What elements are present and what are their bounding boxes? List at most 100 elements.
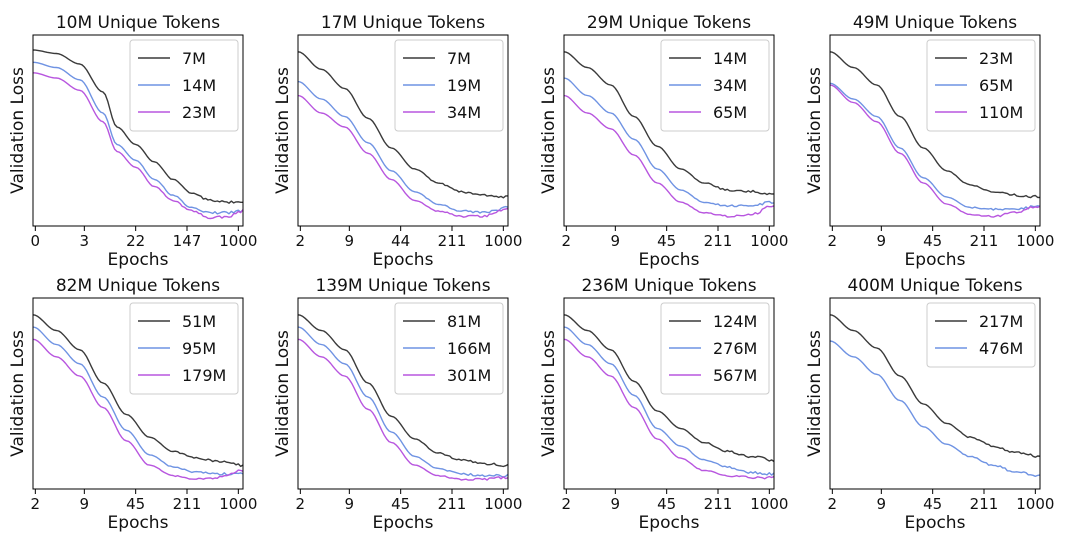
- y-axis-label: Validation Loss: [8, 67, 28, 194]
- series-line-124M: [563, 314, 775, 463]
- x-tick-label: 1000: [750, 232, 788, 250]
- legend: 124M 276M 567M: [660, 302, 770, 395]
- subplot-title: 236M Unique Tokens: [581, 276, 756, 296]
- legend-label: 51M: [182, 312, 216, 331]
- legend-label: 166M: [447, 339, 491, 358]
- series-line-14M: [563, 51, 775, 196]
- legend-label: 65M: [979, 76, 1013, 95]
- subplot-title: 29M Unique Tokens: [587, 13, 751, 33]
- series-line-65M: [563, 94, 775, 218]
- x-axis-label: Epochs: [373, 513, 434, 533]
- legend-label: 567M: [713, 366, 757, 385]
- x-tick-label: 211: [970, 495, 999, 513]
- x-tick-label: 9: [345, 232, 355, 250]
- x-tick-label: 2: [31, 495, 41, 513]
- x-tick-label: 1000: [484, 495, 522, 513]
- x-tick-label: 2: [562, 232, 572, 250]
- legend-label: 301M: [447, 366, 491, 385]
- legend-label: 14M: [182, 76, 216, 95]
- legend-label: 95M: [182, 339, 216, 358]
- legend-label: 34M: [447, 103, 481, 122]
- x-axis-label: Epochs: [108, 250, 169, 270]
- x-axis-label: Epochs: [905, 250, 966, 270]
- subplot-6: 139M Unique Tokens Validation Loss 2 9 45 211…: [273, 276, 522, 533]
- series-line-179M: [32, 338, 244, 480]
- legend-label: 476M: [979, 339, 1023, 358]
- legend-box: [926, 39, 1036, 132]
- legend-label: 65M: [713, 103, 747, 122]
- y-axis-label: Validation Loss: [805, 330, 825, 457]
- legend-label: 124M: [713, 312, 757, 331]
- subplot-1: 10M Unique Tokens Validation Loss 0 3 22 147 1…: [8, 13, 257, 270]
- subplot-8: 400M Unique Tokens Validation Loss 2 9 45 211…: [805, 276, 1054, 533]
- x-tick-label: 45: [657, 495, 676, 513]
- legend-label: 34M: [713, 76, 747, 95]
- series-line-51M: [32, 314, 244, 468]
- subplot-title: 82M Unique Tokens: [56, 276, 220, 296]
- subplot-title: 10M Unique Tokens: [56, 13, 220, 33]
- x-tick-label: 1000: [219, 495, 257, 513]
- series-line-476M: [829, 340, 1041, 477]
- x-axis-label: Epochs: [108, 513, 169, 533]
- x-tick-label: 9: [345, 495, 355, 513]
- legend-label: 14M: [713, 49, 747, 68]
- legend-label: 81M: [447, 312, 481, 331]
- x-axis-label: Epochs: [639, 250, 700, 270]
- legend: 81M 166M 301M: [394, 302, 504, 395]
- x-tick-label: 9: [877, 232, 887, 250]
- y-axis-label: Validation Loss: [8, 330, 28, 457]
- legend-label: 23M: [182, 103, 216, 122]
- plot-frame: [297, 34, 509, 227]
- x-tick-label: 1000: [750, 495, 788, 513]
- series-line-276M: [563, 326, 775, 476]
- y-axis-label: Validation Loss: [273, 67, 293, 194]
- plot-frame: [829, 34, 1041, 227]
- series-line-7M: [32, 49, 243, 204]
- x-tick-label: 1000: [484, 232, 522, 250]
- x-tick-label: 211: [970, 232, 999, 250]
- x-tick-label: 2: [828, 495, 838, 513]
- x-tick-label: 45: [923, 232, 942, 250]
- x-tick-label: 2: [828, 232, 838, 250]
- x-tick-label: 45: [923, 495, 942, 513]
- series-line-34M: [563, 77, 775, 208]
- x-tick-label: 211: [438, 495, 467, 513]
- x-tick-label: 9: [611, 232, 621, 250]
- x-tick-label: 22: [126, 232, 145, 250]
- y-axis-label: Validation Loss: [805, 67, 825, 194]
- subplot-title: 400M Unique Tokens: [847, 276, 1022, 296]
- subplot-5: 82M Unique Tokens Validation Loss 2 9 45 211 1…: [8, 276, 257, 533]
- series-line-23M: [32, 72, 244, 220]
- subplot-2: 17M Unique Tokens Validation Loss 2 9 44 211 1…: [273, 13, 522, 270]
- x-tick-label: 1000: [219, 232, 257, 250]
- subplot-title: 17M Unique Tokens: [321, 13, 485, 33]
- x-tick-label: 45: [657, 232, 676, 250]
- x-tick-label: 9: [877, 495, 887, 513]
- series-line-567M: [563, 338, 775, 480]
- x-tick-label: 211: [173, 495, 202, 513]
- plot-frame: [297, 297, 509, 490]
- x-tick-label: 45: [391, 495, 410, 513]
- legend-label: 217M: [979, 312, 1023, 331]
- x-tick-label: 45: [126, 495, 145, 513]
- series-line-19M: [297, 80, 509, 214]
- series-line-81M: [297, 314, 509, 468]
- series-line-166M: [297, 326, 509, 478]
- plot-frame: [32, 34, 244, 227]
- legend: 14M 34M 65M: [660, 39, 770, 132]
- x-tick-label: 211: [704, 495, 733, 513]
- series-line-23M: [829, 51, 1041, 199]
- subplot-title: 139M Unique Tokens: [315, 276, 490, 296]
- legend-box: [394, 39, 504, 132]
- legend-label: 276M: [713, 339, 757, 358]
- y-axis-label: Validation Loss: [273, 330, 293, 457]
- x-tick-label: 2: [296, 232, 306, 250]
- legend-box: [660, 302, 770, 395]
- series-line-217M: [829, 314, 1041, 458]
- x-tick-label: 2: [562, 495, 572, 513]
- plot-frame: [32, 297, 244, 490]
- x-axis-label: Epochs: [639, 513, 700, 533]
- x-tick-label: 211: [438, 232, 467, 250]
- subplot-title: 49M Unique Tokens: [853, 13, 1017, 33]
- x-tick-label: 3: [80, 232, 90, 250]
